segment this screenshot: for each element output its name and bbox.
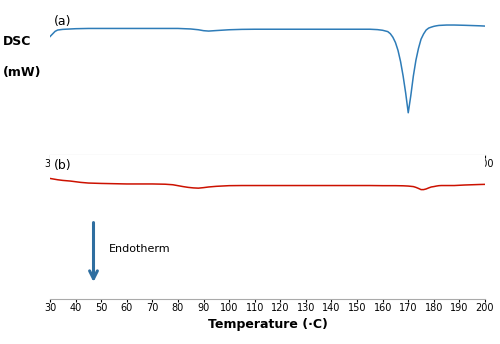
X-axis label: Temperature (·C): Temperature (·C) [208,318,328,331]
Text: (mW): (mW) [2,66,41,79]
Text: (a): (a) [54,15,72,28]
Text: DSC: DSC [2,35,31,48]
Text: Endotherm: Endotherm [108,244,170,254]
Text: (b): (b) [54,159,72,172]
